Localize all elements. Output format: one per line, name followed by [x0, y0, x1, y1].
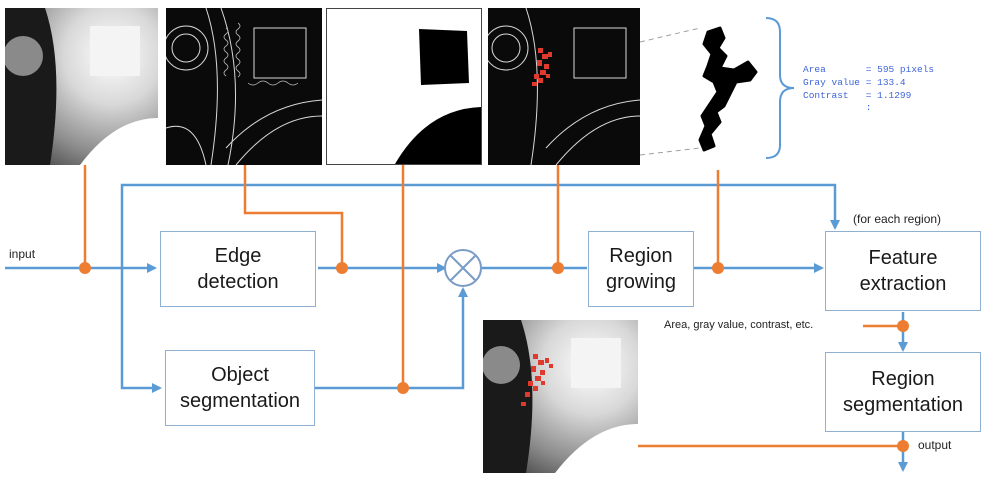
box-label-line: Edge	[214, 245, 262, 267]
junction-dot	[897, 440, 909, 452]
region-stats: Area = 595 pixels Gray value = 133.4 Con…	[803, 64, 934, 115]
junction-dot	[79, 262, 91, 274]
output-label: output	[918, 438, 952, 452]
features-label: Area, gray value, contrast, etc.	[664, 319, 814, 331]
stat-ellipsis: :	[803, 102, 872, 114]
junction-dot	[552, 262, 564, 274]
box-label-line: extraction	[859, 273, 947, 295]
object-mask-thumbnail	[326, 8, 482, 165]
box-label-line: segmentation	[179, 390, 301, 412]
edge-detection-box: Edge detection	[160, 231, 316, 307]
object-seg-to-multiplier-line	[315, 287, 468, 390]
stats-bracket	[765, 17, 795, 159]
input-label: input	[9, 247, 36, 261]
result-overlay-thumbnail	[483, 320, 638, 473]
stat-gray-value: Gray value = 133.4	[803, 76, 906, 88]
junction-dot	[336, 262, 348, 274]
junction-dot	[712, 262, 724, 274]
box-label-line: Object	[211, 364, 269, 386]
feature-extraction-box: Feature extraction	[825, 231, 981, 311]
for-each-region-label: (for each region)	[853, 212, 942, 226]
box-label-line: segmentation	[842, 394, 964, 416]
box-label-line: Region	[609, 245, 673, 267]
junction-dot	[897, 320, 909, 332]
input-image-thumbnail	[5, 8, 158, 165]
multiplier-node	[444, 249, 482, 287]
region-growing-box: Region growing	[588, 231, 694, 307]
box-label-line: Feature	[868, 247, 938, 269]
edge-map-thumbnail	[166, 8, 322, 165]
box-label-line: growing	[605, 271, 677, 293]
seed-region-thumbnail	[488, 8, 640, 165]
stat-contrast: Contrast = 1.1299	[803, 89, 912, 101]
stat-area: Area = 595 pixels	[803, 64, 935, 75]
junction-dot	[397, 382, 409, 394]
object-segmentation-box: Object segmentation	[165, 350, 315, 426]
region-segmentation-box: Region segmentation	[825, 352, 981, 432]
box-label-line: Region	[871, 368, 935, 390]
tap-edges	[243, 165, 344, 268]
input-to-object-seg-line	[120, 268, 162, 393]
box-label-line: detection	[197, 271, 279, 293]
bypass-line	[120, 183, 840, 268]
zoom-lines	[639, 27, 701, 156]
extracted-region-thumbnail	[690, 22, 768, 158]
